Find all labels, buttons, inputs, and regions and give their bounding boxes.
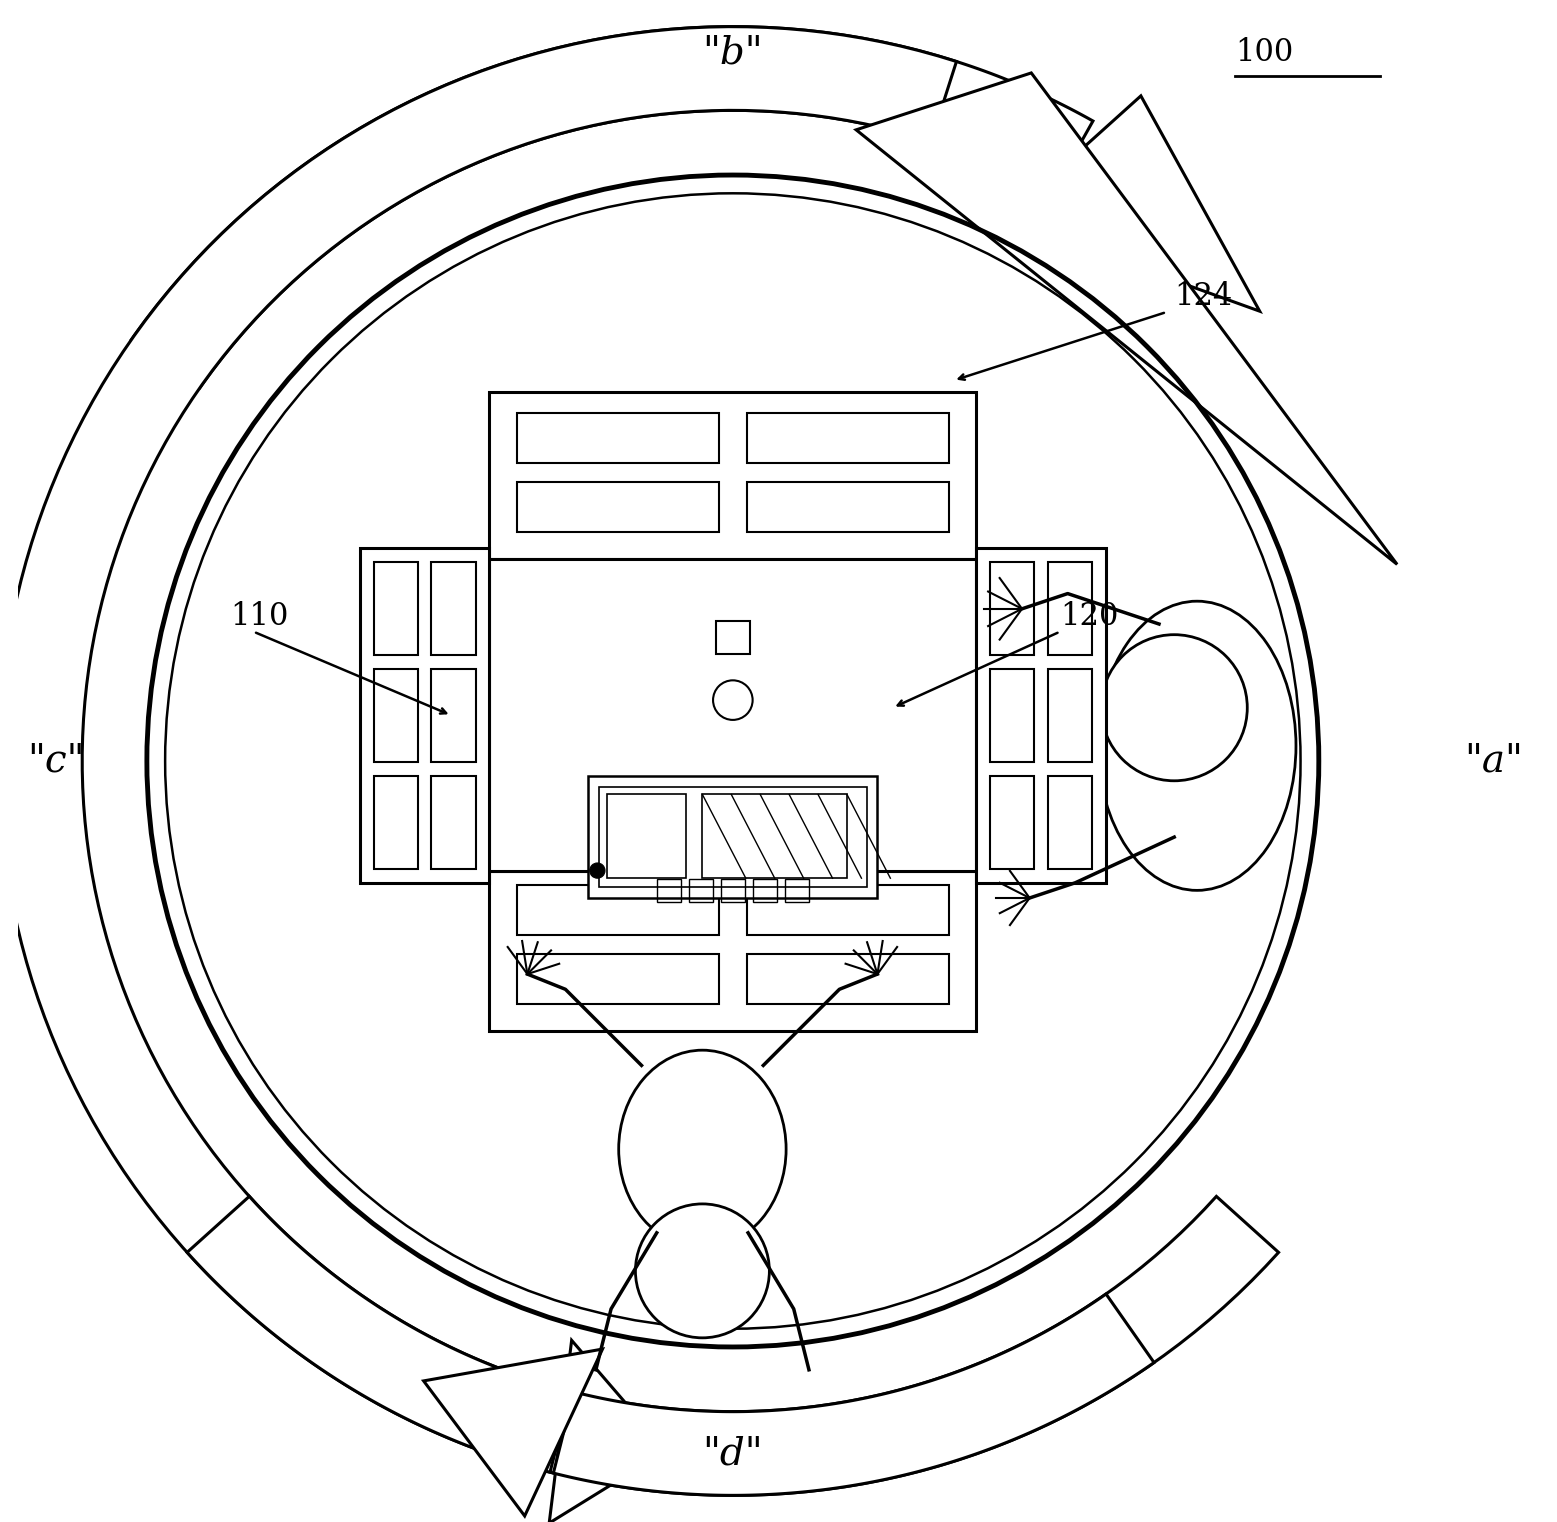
Polygon shape: [553, 1294, 1154, 1495]
Bar: [785, 880, 810, 901]
Bar: [688, 880, 713, 901]
Bar: [721, 880, 744, 901]
Bar: [990, 562, 1034, 654]
Bar: [431, 776, 475, 869]
Bar: [431, 668, 475, 763]
Text: 110: 110: [230, 601, 290, 632]
Bar: [360, 548, 489, 883]
Text: "d": "d": [702, 1435, 763, 1472]
Polygon shape: [0, 27, 1278, 1495]
Bar: [746, 886, 948, 935]
Circle shape: [590, 863, 606, 878]
Bar: [752, 880, 777, 901]
Circle shape: [635, 1204, 769, 1338]
Circle shape: [1101, 635, 1247, 781]
Bar: [374, 668, 417, 763]
Bar: [374, 562, 417, 654]
Bar: [589, 776, 878, 898]
Bar: [746, 412, 948, 463]
Bar: [374, 776, 417, 869]
Bar: [517, 412, 719, 463]
Polygon shape: [187, 1196, 571, 1472]
Bar: [607, 794, 685, 878]
Bar: [746, 481, 948, 531]
Polygon shape: [131, 27, 1093, 388]
Ellipse shape: [618, 1050, 786, 1248]
Text: 100: 100: [1235, 38, 1294, 68]
Bar: [1048, 562, 1091, 654]
Bar: [976, 548, 1105, 883]
Bar: [517, 886, 719, 935]
Bar: [489, 559, 976, 871]
Text: "b": "b": [702, 35, 763, 72]
Bar: [716, 621, 749, 654]
Text: 124: 124: [1174, 282, 1233, 312]
Text: 120: 120: [1060, 601, 1118, 632]
Text: "a": "a": [1465, 743, 1523, 779]
Ellipse shape: [1098, 601, 1295, 890]
Bar: [599, 787, 867, 887]
Bar: [1048, 776, 1091, 869]
Polygon shape: [424, 1348, 603, 1516]
Bar: [489, 391, 976, 559]
Bar: [431, 562, 475, 654]
Polygon shape: [856, 73, 1397, 565]
Text: "c": "c": [26, 743, 84, 779]
Bar: [657, 880, 680, 901]
Bar: [990, 668, 1034, 763]
Bar: [702, 794, 847, 878]
Bar: [746, 953, 948, 1005]
Bar: [489, 871, 976, 1032]
Bar: [517, 953, 719, 1005]
Polygon shape: [550, 1341, 666, 1522]
Bar: [517, 481, 719, 531]
Bar: [990, 776, 1034, 869]
Bar: [1048, 668, 1091, 763]
Polygon shape: [1004, 96, 1260, 310]
